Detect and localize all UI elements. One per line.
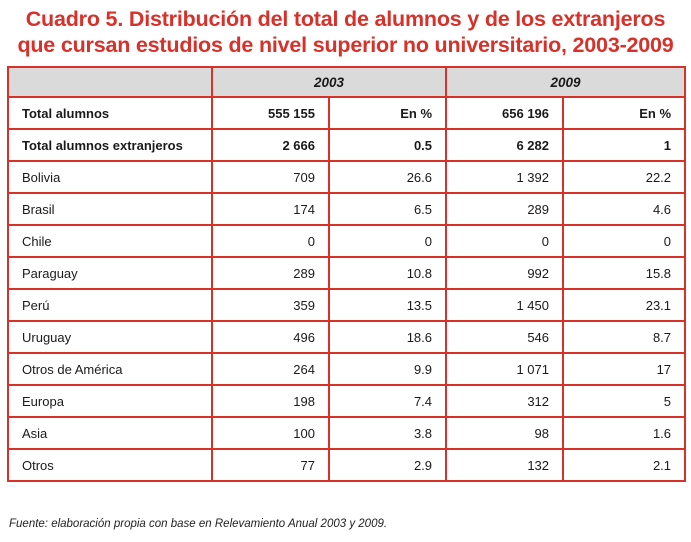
table-body: Total alumnos 555 155 En % 656 196 En % Total…: [7, 96, 687, 482]
value-2003: 77: [211, 448, 330, 482]
value-2003: 174: [211, 192, 330, 226]
table-row: Bolivia 709 26.6 1 392 22.2: [7, 160, 687, 194]
percent-2003: 9.9: [327, 352, 448, 386]
percent-2009: 1: [562, 128, 687, 162]
value-2003: 709: [211, 160, 330, 194]
percent-2003: 6.5: [327, 192, 448, 226]
percent-2003: 26.6: [327, 160, 448, 194]
row-label: Paraguay: [7, 256, 213, 290]
value-2003: 100: [211, 416, 330, 450]
table-row: Paraguay 289 10.8 992 15.8: [7, 256, 687, 290]
value-2003: 555 155: [211, 96, 330, 130]
year-header-2003: 2003: [210, 66, 448, 98]
value-2009: 6 282: [445, 128, 565, 162]
value-2003: 496: [211, 320, 330, 354]
value-2003: 264: [211, 352, 330, 386]
data-table: 2003 2009 Total alumnos 555 155 En % 656 19…: [7, 66, 687, 482]
row-label: Total alumnos: [7, 96, 213, 130]
value-2009: 992: [445, 256, 565, 290]
total-row: Total alumnos 555 155 En % 656 196 En %: [7, 96, 687, 130]
value-2009: 1 392: [445, 160, 565, 194]
row-label: Chile: [7, 224, 213, 258]
percent-2003: 2.9: [327, 448, 448, 482]
value-2009: 546: [445, 320, 565, 354]
table-row: Asia 100 3.8 98 1.6: [7, 416, 687, 450]
table-row: Otros de América 264 9.9 1 071 17: [7, 352, 687, 386]
percent-2009: 17: [562, 352, 687, 386]
title-line-2: que cursan estudios de nivel superior no…: [17, 33, 674, 57]
percent-2009: 5: [562, 384, 687, 418]
value-2009: 289: [445, 192, 565, 226]
percent-2003: 0.5: [327, 128, 448, 162]
foreign-total-row: Total alumnos extranjeros 2 666 0.5 6 282 1: [7, 128, 687, 162]
percent-2009: 8.7: [562, 320, 687, 354]
table-row: Uruguay 496 18.6 546 8.7: [7, 320, 687, 354]
value-2009: 132: [445, 448, 565, 482]
year-header-2009: 2009: [445, 66, 687, 98]
row-label: Uruguay: [7, 320, 213, 354]
percent-2003: 18.6: [327, 320, 448, 354]
row-label: Total alumnos extranjeros: [7, 128, 213, 162]
year-header-row: 2003 2009: [7, 66, 687, 98]
percent-2009: 23.1: [562, 288, 687, 322]
table-row: Brasil 174 6.5 289 4.6: [7, 192, 687, 226]
percent-2003: 10.8: [327, 256, 448, 290]
value-2003: 2 666: [211, 128, 330, 162]
table-title: Cuadro 5. Distribución del total de alum…: [0, 6, 691, 58]
percent-2009: En %: [562, 96, 687, 130]
title-line-1: Cuadro 5. Distribución del total de alum…: [25, 7, 666, 31]
header-blank-cell: [7, 66, 213, 98]
value-2009: 1 450: [445, 288, 565, 322]
value-2009: 1 071: [445, 352, 565, 386]
row-label: Otros: [7, 448, 213, 482]
value-2009: 98: [445, 416, 565, 450]
value-2003: 0: [211, 224, 330, 258]
value-2003: 289: [211, 256, 330, 290]
table-row: Otros 77 2.9 132 2.1: [7, 448, 687, 482]
row-label: Brasil: [7, 192, 213, 226]
percent-2003: 3.8: [327, 416, 448, 450]
value-2003: 198: [211, 384, 330, 418]
percent-2003: En %: [327, 96, 448, 130]
row-label: Europa: [7, 384, 213, 418]
value-2009: 312: [445, 384, 565, 418]
value-2003: 359: [211, 288, 330, 322]
value-2009: 0: [445, 224, 565, 258]
value-2009: 656 196: [445, 96, 565, 130]
source-note: Fuente: elaboración propia con base en R…: [9, 518, 388, 530]
row-label: Perú: [7, 288, 213, 322]
table-row: Europa 198 7.4 312 5: [7, 384, 687, 418]
percent-2009: 22.2: [562, 160, 687, 194]
percent-2009: 1.6: [562, 416, 687, 450]
percent-2003: 7.4: [327, 384, 448, 418]
row-label: Bolivia: [7, 160, 213, 194]
percent-2009: 2.1: [562, 448, 687, 482]
row-label: Asia: [7, 416, 213, 450]
row-label: Otros de América: [7, 352, 213, 386]
percent-2003: 13.5: [327, 288, 448, 322]
percent-2009: 0: [562, 224, 687, 258]
percent-2009: 4.6: [562, 192, 687, 226]
percent-2009: 15.8: [562, 256, 687, 290]
percent-2003: 0: [327, 224, 448, 258]
table-row: Perú 359 13.5 1 450 23.1: [7, 288, 687, 322]
table-row: Chile 0 0 0 0: [7, 224, 687, 258]
